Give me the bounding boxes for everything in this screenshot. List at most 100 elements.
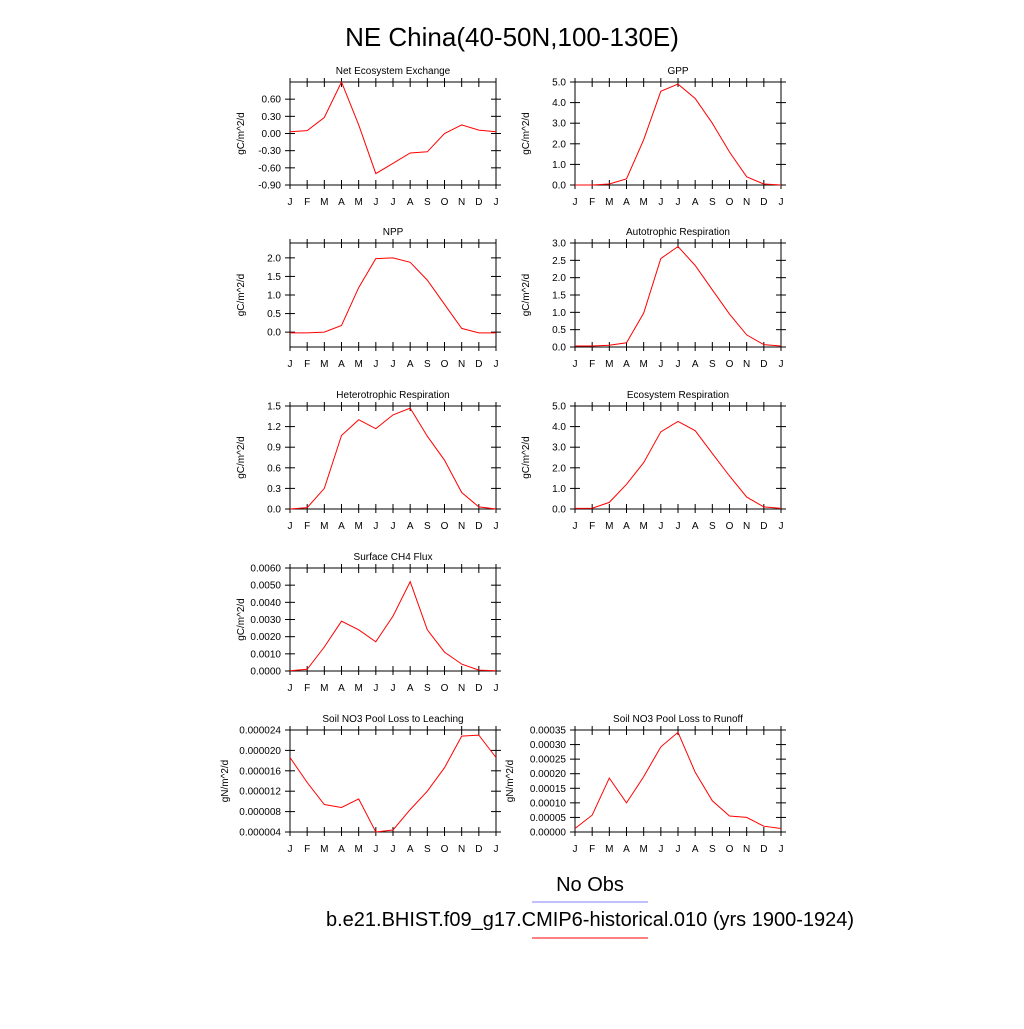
x-tick-label: J [373, 683, 378, 694]
x-tick-label: M [320, 197, 328, 208]
y-tick-label: 0.0050 [250, 581, 281, 592]
y-tick-label: 0.0 [267, 505, 281, 516]
y-tick-label: 0.0060 [250, 564, 281, 575]
x-tick-label: J [494, 683, 499, 694]
x-tick-label: J [676, 844, 681, 855]
x-tick-label: D [760, 844, 767, 855]
y-tick-label: 1.5 [267, 402, 281, 413]
series-line [574, 420, 782, 509]
x-tick-label: S [424, 683, 431, 694]
series-line [289, 407, 497, 510]
y-tick-label: 0.000024 [239, 726, 281, 737]
x-tick-label: S [709, 521, 716, 532]
x-tick-label: J [676, 197, 681, 208]
x-tick-label: A [407, 521, 414, 532]
y-tick-label: 0.000004 [239, 828, 281, 839]
x-tick-label: J [573, 197, 578, 208]
x-tick-label: D [760, 197, 767, 208]
y-axis-label: gC/m^2/d [521, 436, 532, 479]
x-tick-label: N [458, 197, 465, 208]
y-tick-label: 0.0000 [250, 667, 281, 678]
x-tick-label: M [639, 197, 647, 208]
y-tick-label: 0.0 [552, 181, 566, 192]
plot-frame [574, 729, 782, 833]
x-tick-label: A [338, 197, 345, 208]
x-tick-label: M [354, 359, 362, 370]
series-line [290, 257, 496, 334]
x-tick-label: M [354, 683, 362, 694]
x-tick-label: F [304, 521, 310, 532]
y-tick-label: 1.0 [552, 160, 566, 171]
x-tick-label: J [573, 359, 578, 370]
x-tick-label: J [779, 197, 784, 208]
y-tick-label: 2.0 [552, 463, 566, 474]
y-tick-label: 1.2 [267, 422, 281, 433]
x-tick-label: J [373, 359, 378, 370]
x-tick-label: A [623, 844, 630, 855]
y-tick-label: 0.000020 [239, 746, 281, 757]
x-tick-label: J [494, 521, 499, 532]
series-line [289, 580, 497, 672]
y-tick-label: 0.0 [552, 343, 566, 354]
x-tick-label: M [354, 844, 362, 855]
x-tick-label: F [589, 197, 595, 208]
x-tick-label: M [354, 521, 362, 532]
panel-title: Ecosystem Respiration [627, 390, 729, 401]
x-tick-label: A [623, 359, 630, 370]
x-tick-label: N [743, 359, 750, 370]
y-axis-label: gC/m^2/d [236, 598, 247, 641]
x-tick-label: S [424, 844, 431, 855]
x-tick-label: J [676, 359, 681, 370]
y-tick-label: 0.00010 [530, 798, 567, 809]
x-tick-label: O [726, 197, 734, 208]
y-tick-label: 0.0 [552, 505, 566, 516]
x-tick-label: J [779, 844, 784, 855]
y-axis-label: gC/m^2/d [236, 112, 247, 155]
panel-title: Soil NO3 Pool Loss to Runoff [613, 714, 743, 725]
panel-title: Net Ecosystem Exchange [336, 66, 451, 77]
y-tick-label: 0.0020 [250, 632, 281, 643]
x-tick-label: J [391, 197, 396, 208]
legend: No Obs b.e21.BHIST.f09_g17.CMIP6-histori… [326, 874, 854, 939]
y-tick-label: 5.0 [552, 402, 566, 413]
y-tick-label: -0.90 [258, 181, 281, 192]
series-line [575, 83, 782, 186]
y-tick-label: 0.00000 [530, 828, 567, 839]
x-tick-label: A [407, 197, 414, 208]
x-tick-label: M [639, 521, 647, 532]
x-tick-label: A [338, 359, 345, 370]
y-tick-label: 0.00020 [530, 769, 567, 780]
x-tick-label: A [407, 683, 414, 694]
panel-title: Autotrophic Respiration [626, 227, 730, 238]
y-tick-label: 0.0 [267, 328, 281, 339]
series-line [574, 731, 782, 829]
x-tick-label: J [779, 521, 784, 532]
panel-title: NPP [383, 227, 404, 238]
x-tick-label: S [424, 359, 431, 370]
y-tick-label: 0.3 [267, 484, 281, 495]
x-tick-label: A [338, 521, 345, 532]
x-tick-label: O [441, 521, 449, 532]
x-tick-label: S [424, 521, 431, 532]
y-tick-label: 0.30 [262, 112, 282, 123]
x-tick-label: F [589, 844, 595, 855]
x-tick-label: J [391, 844, 396, 855]
y-tick-label: 0.5 [267, 309, 281, 320]
y-axis-label: gN/m^2/d [220, 760, 231, 803]
y-axis-label: gC/m^2/d [521, 112, 532, 155]
y-tick-label: 2.0 [267, 253, 281, 264]
x-tick-label: D [760, 359, 767, 370]
x-tick-label: A [692, 359, 699, 370]
y-tick-label: 0.0030 [250, 615, 281, 626]
y-axis-label: gC/m^2/d [521, 274, 532, 317]
x-tick-label: A [407, 844, 414, 855]
series-line [575, 245, 782, 347]
